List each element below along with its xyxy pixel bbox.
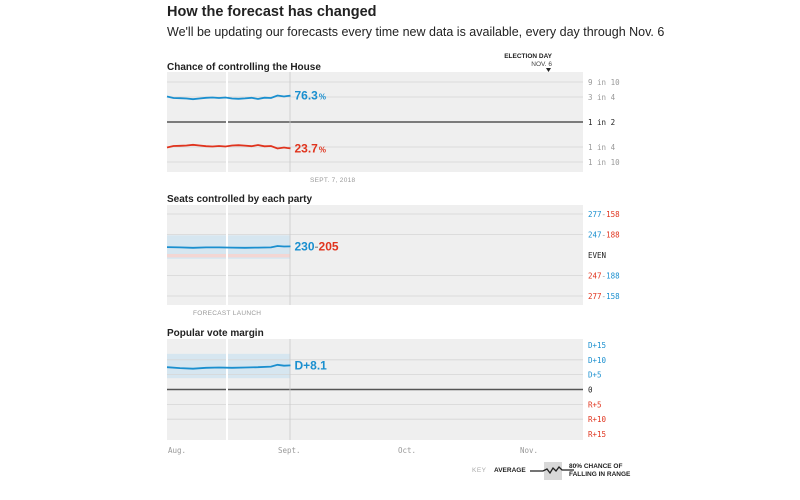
- key-range-label: 80% CHANCE OF FALLING IN RANGE: [569, 463, 630, 479]
- x-tick-sept: Sept.: [278, 446, 301, 455]
- y-tick-vote-6: R+15: [588, 430, 606, 439]
- key-label: KEY: [472, 467, 487, 474]
- seats-chart-title: Seats controlled by each party: [167, 194, 313, 205]
- election-day-date: NOV. 6: [531, 61, 552, 68]
- y-tick-vote-5: R+10: [588, 415, 607, 424]
- key-range-line2: FALLING IN RANGE: [569, 471, 631, 478]
- y-tick-vote-4: R+5: [588, 400, 602, 409]
- y-tick-vote-2: D+5: [588, 371, 602, 380]
- y-tick-vote-3: 0: [588, 386, 593, 395]
- current-date-caption: SEPT. 7, 2018: [310, 177, 356, 184]
- rep-chance-line: [166, 143, 291, 150]
- dem-chance-value: 76.3%: [295, 89, 326, 103]
- election-day-arrow-icon: [546, 68, 551, 72]
- y-tick-chance-4: 1 in 10: [588, 158, 620, 167]
- y-tick-seats-3: 247-188: [588, 271, 620, 280]
- y-tick-chance-1: 3 in 4: [588, 93, 616, 102]
- y-tick-seats-1: 247-188: [588, 231, 620, 240]
- chance-chart-title: Chance of controlling the House: [167, 62, 321, 73]
- forecast-launch-caption: FORECAST LAUNCH: [193, 310, 262, 317]
- vote-margin-line: [166, 363, 291, 370]
- y-tick-chance-2: 1 in 2: [588, 118, 615, 127]
- x-tick-aug: Aug.: [168, 446, 187, 455]
- key-average-label: AVERAGE: [494, 467, 526, 474]
- y-tick-seats-even: EVEN: [588, 251, 606, 260]
- x-tick-oct: Oct.: [398, 446, 417, 455]
- vote-margin-final-value: D+8.1: [295, 358, 328, 372]
- key-range-line1: 80% CHANCE OF: [569, 463, 623, 470]
- key-swatch-icon: [530, 462, 574, 480]
- election-day-label: ELECTION DAY: [504, 53, 552, 60]
- rep-seat-range: [167, 253, 291, 258]
- vote-chart-title: Popular vote margin: [167, 328, 264, 339]
- x-tick-nov: Nov.: [520, 446, 539, 455]
- dem-chance-line: [166, 94, 291, 101]
- y-tick-chance-3: 1 in 4: [588, 143, 616, 152]
- key-average-line: [530, 466, 574, 475]
- dem-seats-line: [166, 245, 291, 249]
- y-tick-seats-4: 277-158: [588, 292, 620, 301]
- election-day-marker: ELECTION DAY NOV. 6: [500, 53, 552, 69]
- chart-key: KEY AVERAGE 80% CHANCE OF FALLING IN RAN…: [472, 462, 642, 485]
- rep-chance-value: 23.7%: [295, 141, 326, 155]
- page-title: How the forecast has changed: [167, 4, 377, 20]
- y-tick-vote-1: D+10: [588, 356, 607, 365]
- y-tick-vote-0: D+15: [588, 341, 606, 350]
- key-range-swatch: [544, 462, 562, 480]
- page-subtitle: We'll be updating our forecasts every ti…: [167, 25, 665, 39]
- y-tick-chance-0: 9 in 10: [588, 78, 620, 87]
- seats-final-value: 230-205: [295, 239, 339, 253]
- y-tick-seats-0: 277-158: [588, 210, 620, 219]
